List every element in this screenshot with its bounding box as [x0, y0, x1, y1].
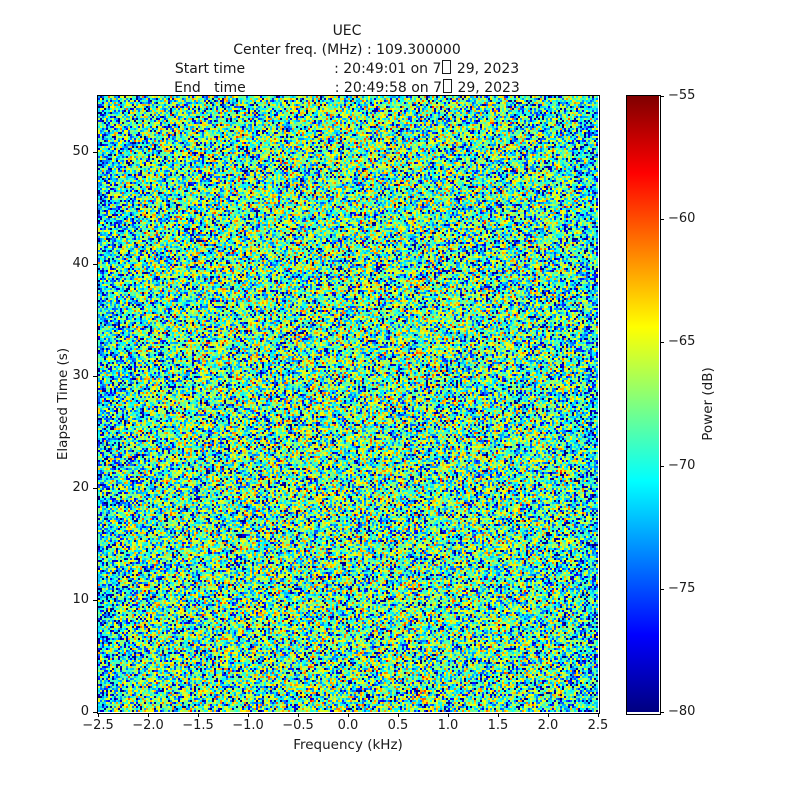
x-tick-mark	[248, 713, 249, 717]
spectrogram-heatmap	[98, 96, 598, 712]
colorbar-tick-label: −75	[668, 580, 696, 596]
start-time-line: Start time : 20:49:01 on 7 29, 2023	[174, 60, 520, 77]
colorbar-tick-label: −60	[668, 211, 696, 227]
plot-frame	[97, 95, 600, 714]
colorbar-tick-mark	[660, 219, 664, 221]
x-tick-label: 0.5	[387, 718, 409, 733]
y-tick-label: 20	[72, 480, 89, 495]
x-tick-mark	[98, 713, 99, 717]
missing-glyph-box	[443, 79, 453, 93]
x-tick-label: 2.5	[587, 718, 609, 733]
x-tick-mark	[498, 713, 499, 717]
colorbar-tick-mark	[660, 588, 664, 590]
colorbar-frame	[626, 95, 661, 715]
x-tick-mark	[598, 713, 599, 717]
end-time-line: End time : 20:49:58 on 7 29, 2023	[174, 79, 520, 96]
y-tick-label: 30	[72, 368, 89, 383]
x-tick-label: 1.0	[437, 718, 459, 733]
x-tick-mark	[348, 713, 349, 717]
colorbar-tick-mark	[660, 342, 664, 344]
x-tick-label: −0.5	[282, 718, 314, 733]
y-tick-mark	[93, 712, 97, 713]
colorbar-label: Power (dB)	[700, 367, 716, 441]
x-tick-mark	[548, 713, 549, 717]
colorbar-tick-label: −55	[668, 88, 696, 103]
colorbar-tick-mark	[660, 712, 664, 713]
y-tick-label: 50	[72, 144, 89, 159]
x-tick-label: 2.0	[537, 718, 559, 733]
colorbar-tick-label: −65	[668, 334, 696, 350]
colorbar-tick-mark	[660, 96, 664, 97]
chart-title: UEC	[332, 23, 362, 39]
y-tick-label: 40	[72, 256, 89, 271]
x-tick-label: −1.0	[232, 718, 264, 733]
colorbar-tick-label: −80	[668, 704, 696, 719]
y-tick-mark	[93, 152, 97, 153]
y-tick-label: 0	[80, 704, 89, 719]
x-tick-mark	[148, 713, 149, 717]
x-tick-mark	[448, 713, 449, 717]
x-tick-label: −1.5	[182, 718, 214, 733]
x-tick-mark	[198, 713, 199, 717]
y-tick-label: 10	[72, 592, 89, 607]
y-tick-mark	[93, 376, 97, 377]
x-tick-mark	[398, 713, 399, 717]
x-axis-label: Frequency (kHz)	[293, 737, 403, 753]
x-tick-label: −2.0	[132, 718, 164, 733]
y-tick-mark	[93, 600, 97, 601]
colorbar-gradient	[627, 96, 659, 712]
x-tick-label: 0.0	[337, 718, 359, 733]
x-tick-label: 1.5	[487, 718, 509, 733]
y-axis-label: Elapsed Time (s)	[55, 347, 71, 461]
x-tick-mark	[298, 713, 299, 717]
missing-glyph-box	[442, 60, 452, 74]
center-freq-line: Center freq. (MHz) : 109.300000	[233, 42, 461, 58]
x-tick-label: −2.5	[82, 718, 114, 733]
chart-title-block: UEC Center freq. (MHz) : 109.300000 Star…	[97, 22, 597, 98]
y-tick-mark	[93, 488, 97, 489]
colorbar-tick-label: −70	[668, 457, 696, 473]
y-tick-mark	[93, 264, 97, 265]
colorbar-tick-mark	[660, 465, 664, 467]
